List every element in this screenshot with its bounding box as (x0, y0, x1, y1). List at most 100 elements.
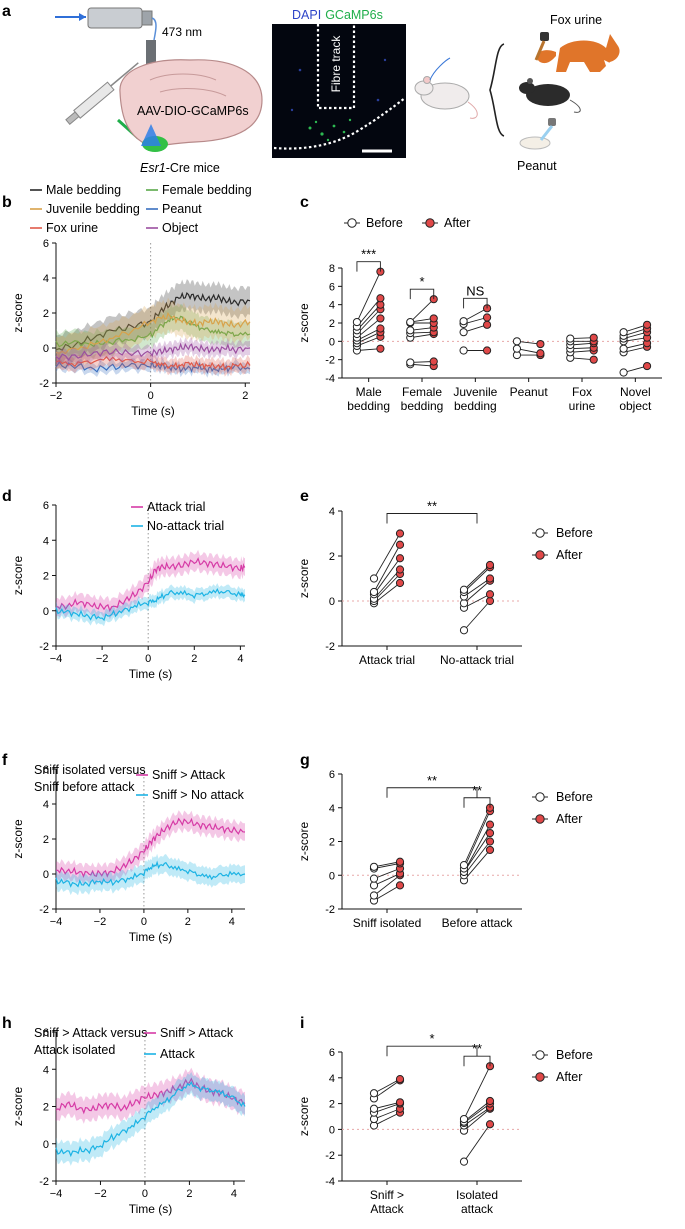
after-point (485, 828, 495, 838)
dapi-label: DAPI (292, 8, 321, 22)
x-tick-label: 4 (231, 1188, 237, 1200)
after-point (485, 596, 495, 606)
x-axis-label: Time (s) (131, 404, 175, 418)
category-label: Sniff > (370, 1188, 404, 1202)
after-point (395, 1074, 405, 1084)
category-label: Attack (370, 1202, 404, 1216)
y-tick-label: 0 (43, 1139, 49, 1151)
mouse-line-gene: Esr1 (140, 161, 166, 175)
before-point (406, 326, 415, 335)
category-label: Male (356, 385, 382, 399)
category-label: Juvenile (453, 385, 497, 399)
significance-label: * (429, 1031, 434, 1046)
x-tick-label: 2 (185, 916, 191, 928)
before-point (459, 626, 469, 635)
stimulus-brace (489, 43, 505, 137)
y-tick-label: 0 (43, 869, 49, 881)
category-label: Before attack (442, 916, 514, 930)
legend-label: Before (556, 526, 593, 540)
y-tick-label: -2 (39, 1176, 49, 1188)
intruder-mouse-icon (519, 78, 581, 113)
stimulus-peanut: Peanut (517, 159, 557, 173)
x-tick-label: 0 (148, 390, 154, 402)
y-tick-label: 4 (329, 1073, 335, 1085)
series-line (55, 588, 246, 622)
fibre-track-label: Fibre track (329, 35, 343, 93)
chart-title: Sniff > Attack versus (34, 1026, 147, 1040)
after-point (395, 565, 405, 574)
chart-title: Sniff before attack (34, 780, 135, 794)
legend-label: Male bedding (46, 183, 121, 197)
category-label: Isolated (456, 1188, 498, 1202)
before-point (369, 587, 379, 597)
legend-label: Juvenile bedding (46, 202, 140, 216)
light-cone-icon (141, 124, 161, 146)
pair-line (463, 807, 491, 866)
legend-label: Attack trial (147, 500, 205, 514)
x-tick-label: 0 (145, 653, 151, 665)
legend-after-marker (425, 218, 435, 228)
legend-label: Object (162, 221, 199, 235)
after-point (589, 355, 598, 364)
y-tick-label: 2 (43, 308, 49, 320)
after-point (395, 554, 405, 563)
fibre-track-outline (316, 24, 356, 110)
before-point (459, 1157, 469, 1166)
panel-e: e -2 0 2 4 z-score Attack trial No-attack trial… (297, 488, 593, 667)
after-point (485, 845, 495, 855)
x-tick-label: 2 (191, 653, 197, 665)
legend-before-marker (535, 792, 545, 802)
significance-bracket (386, 787, 478, 798)
pair-line (463, 580, 491, 604)
category-label: Novel (620, 385, 651, 399)
significance-label: NS (466, 283, 484, 298)
y-tick-label: 4 (43, 535, 49, 547)
chart-title: Sniff isolated versus (34, 763, 146, 777)
before-point (459, 328, 468, 337)
legend-label: Before (556, 790, 593, 804)
pair-line (373, 533, 401, 579)
panel-a: a 473 nm AAV-DIO-GCaMP6s Esr1-Cre mice (2, 3, 620, 175)
significance-bracket (409, 288, 435, 300)
y-tick-label: 2 (329, 551, 335, 563)
pair-line (373, 1108, 401, 1120)
legend-label: After (556, 548, 582, 562)
series-line (55, 860, 246, 888)
pair-line (463, 1108, 491, 1132)
y-tick-label: -2 (39, 904, 49, 916)
mouse-line-suffix: -Cre mice (166, 161, 220, 175)
legend-label: Before (556, 1048, 593, 1062)
after-point (485, 574, 495, 583)
significance-label: ** (472, 783, 482, 798)
y-axis-label: z-score (297, 1097, 311, 1137)
pair-line (373, 873, 401, 886)
significance-bracket (356, 261, 381, 272)
y-tick-label: 4 (329, 300, 335, 312)
category-label: Sniff isolated (353, 916, 422, 930)
before-point (566, 334, 575, 343)
legend-label: Peanut (162, 202, 202, 216)
y-tick-label: 6 (43, 1027, 49, 1039)
significance-bracket (463, 297, 488, 309)
legend-label: No-attack trial (147, 519, 224, 533)
significance-bracket (386, 513, 478, 524)
after-point (485, 590, 495, 599)
panel-h: h -2 0 2 4 6 z-score −4 −2 0 2 4 Time (s) Sniff > Att… (2, 1015, 246, 1216)
panel-c: c-4-202468z-scoreMalebeddingFemalebeddin… (297, 194, 662, 413)
series-band (56, 297, 250, 370)
x-tick-label: −4 (50, 1188, 63, 1200)
before-point (619, 368, 628, 377)
x-tick-label: 2 (186, 1188, 192, 1200)
svg-text:Esr1-Cre mice: Esr1-Cre mice (140, 161, 220, 175)
panel-a-label: a (2, 3, 11, 20)
after-point (482, 313, 492, 322)
category-label: No-attack trial (440, 653, 514, 667)
pair-line (373, 862, 401, 869)
before-point (619, 344, 628, 353)
legend-label: After (556, 812, 582, 826)
before-point (369, 881, 379, 890)
y-tick-label: -4 (325, 1176, 335, 1188)
panel-f-label: f (2, 752, 8, 769)
before-point (369, 862, 379, 871)
